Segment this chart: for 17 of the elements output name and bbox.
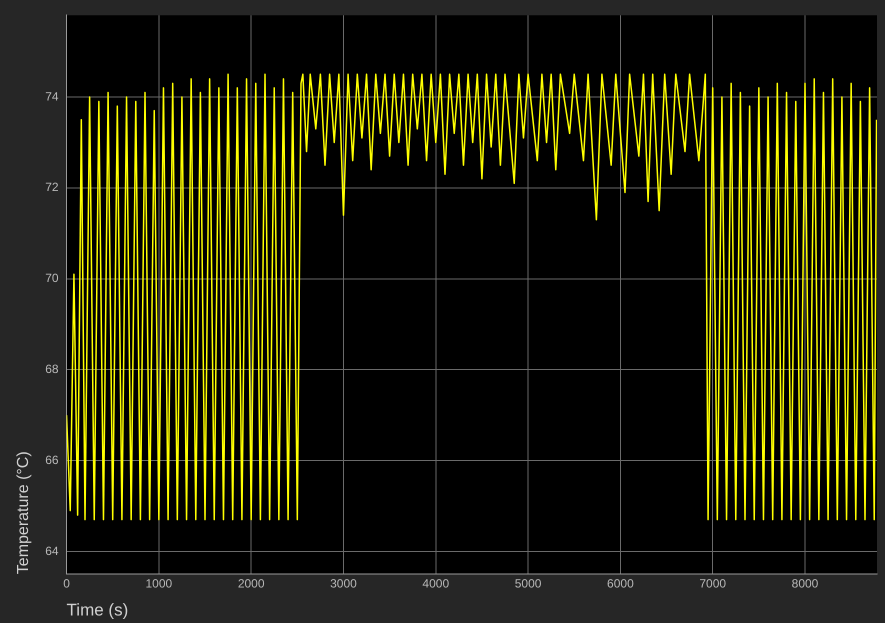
y-tick-label: 68: [45, 362, 59, 376]
y-tick-label: 66: [45, 452, 59, 467]
y-tick-label: 72: [45, 180, 59, 194]
x-tick-label: 8000: [792, 576, 819, 591]
x-tick-label: 7000: [699, 576, 726, 591]
y-tick-label: 70: [45, 271, 59, 286]
x-tick-label: 5000: [514, 576, 542, 591]
x-axis-title: Time (s): [66, 600, 128, 620]
y-tick-label: 74: [45, 89, 59, 104]
x-tick-label: 1000: [146, 576, 173, 591]
y-axis-title: Temperature (°C): [15, 451, 32, 574]
x-tick-label: 3000: [330, 576, 358, 591]
y-tick-label: 64: [45, 544, 59, 558]
x-tick-label: 4000: [422, 576, 450, 591]
x-tick-label: 2000: [238, 576, 265, 591]
x-tick-label: 0: [63, 576, 70, 591]
x-tick-label: 6000: [607, 576, 634, 591]
